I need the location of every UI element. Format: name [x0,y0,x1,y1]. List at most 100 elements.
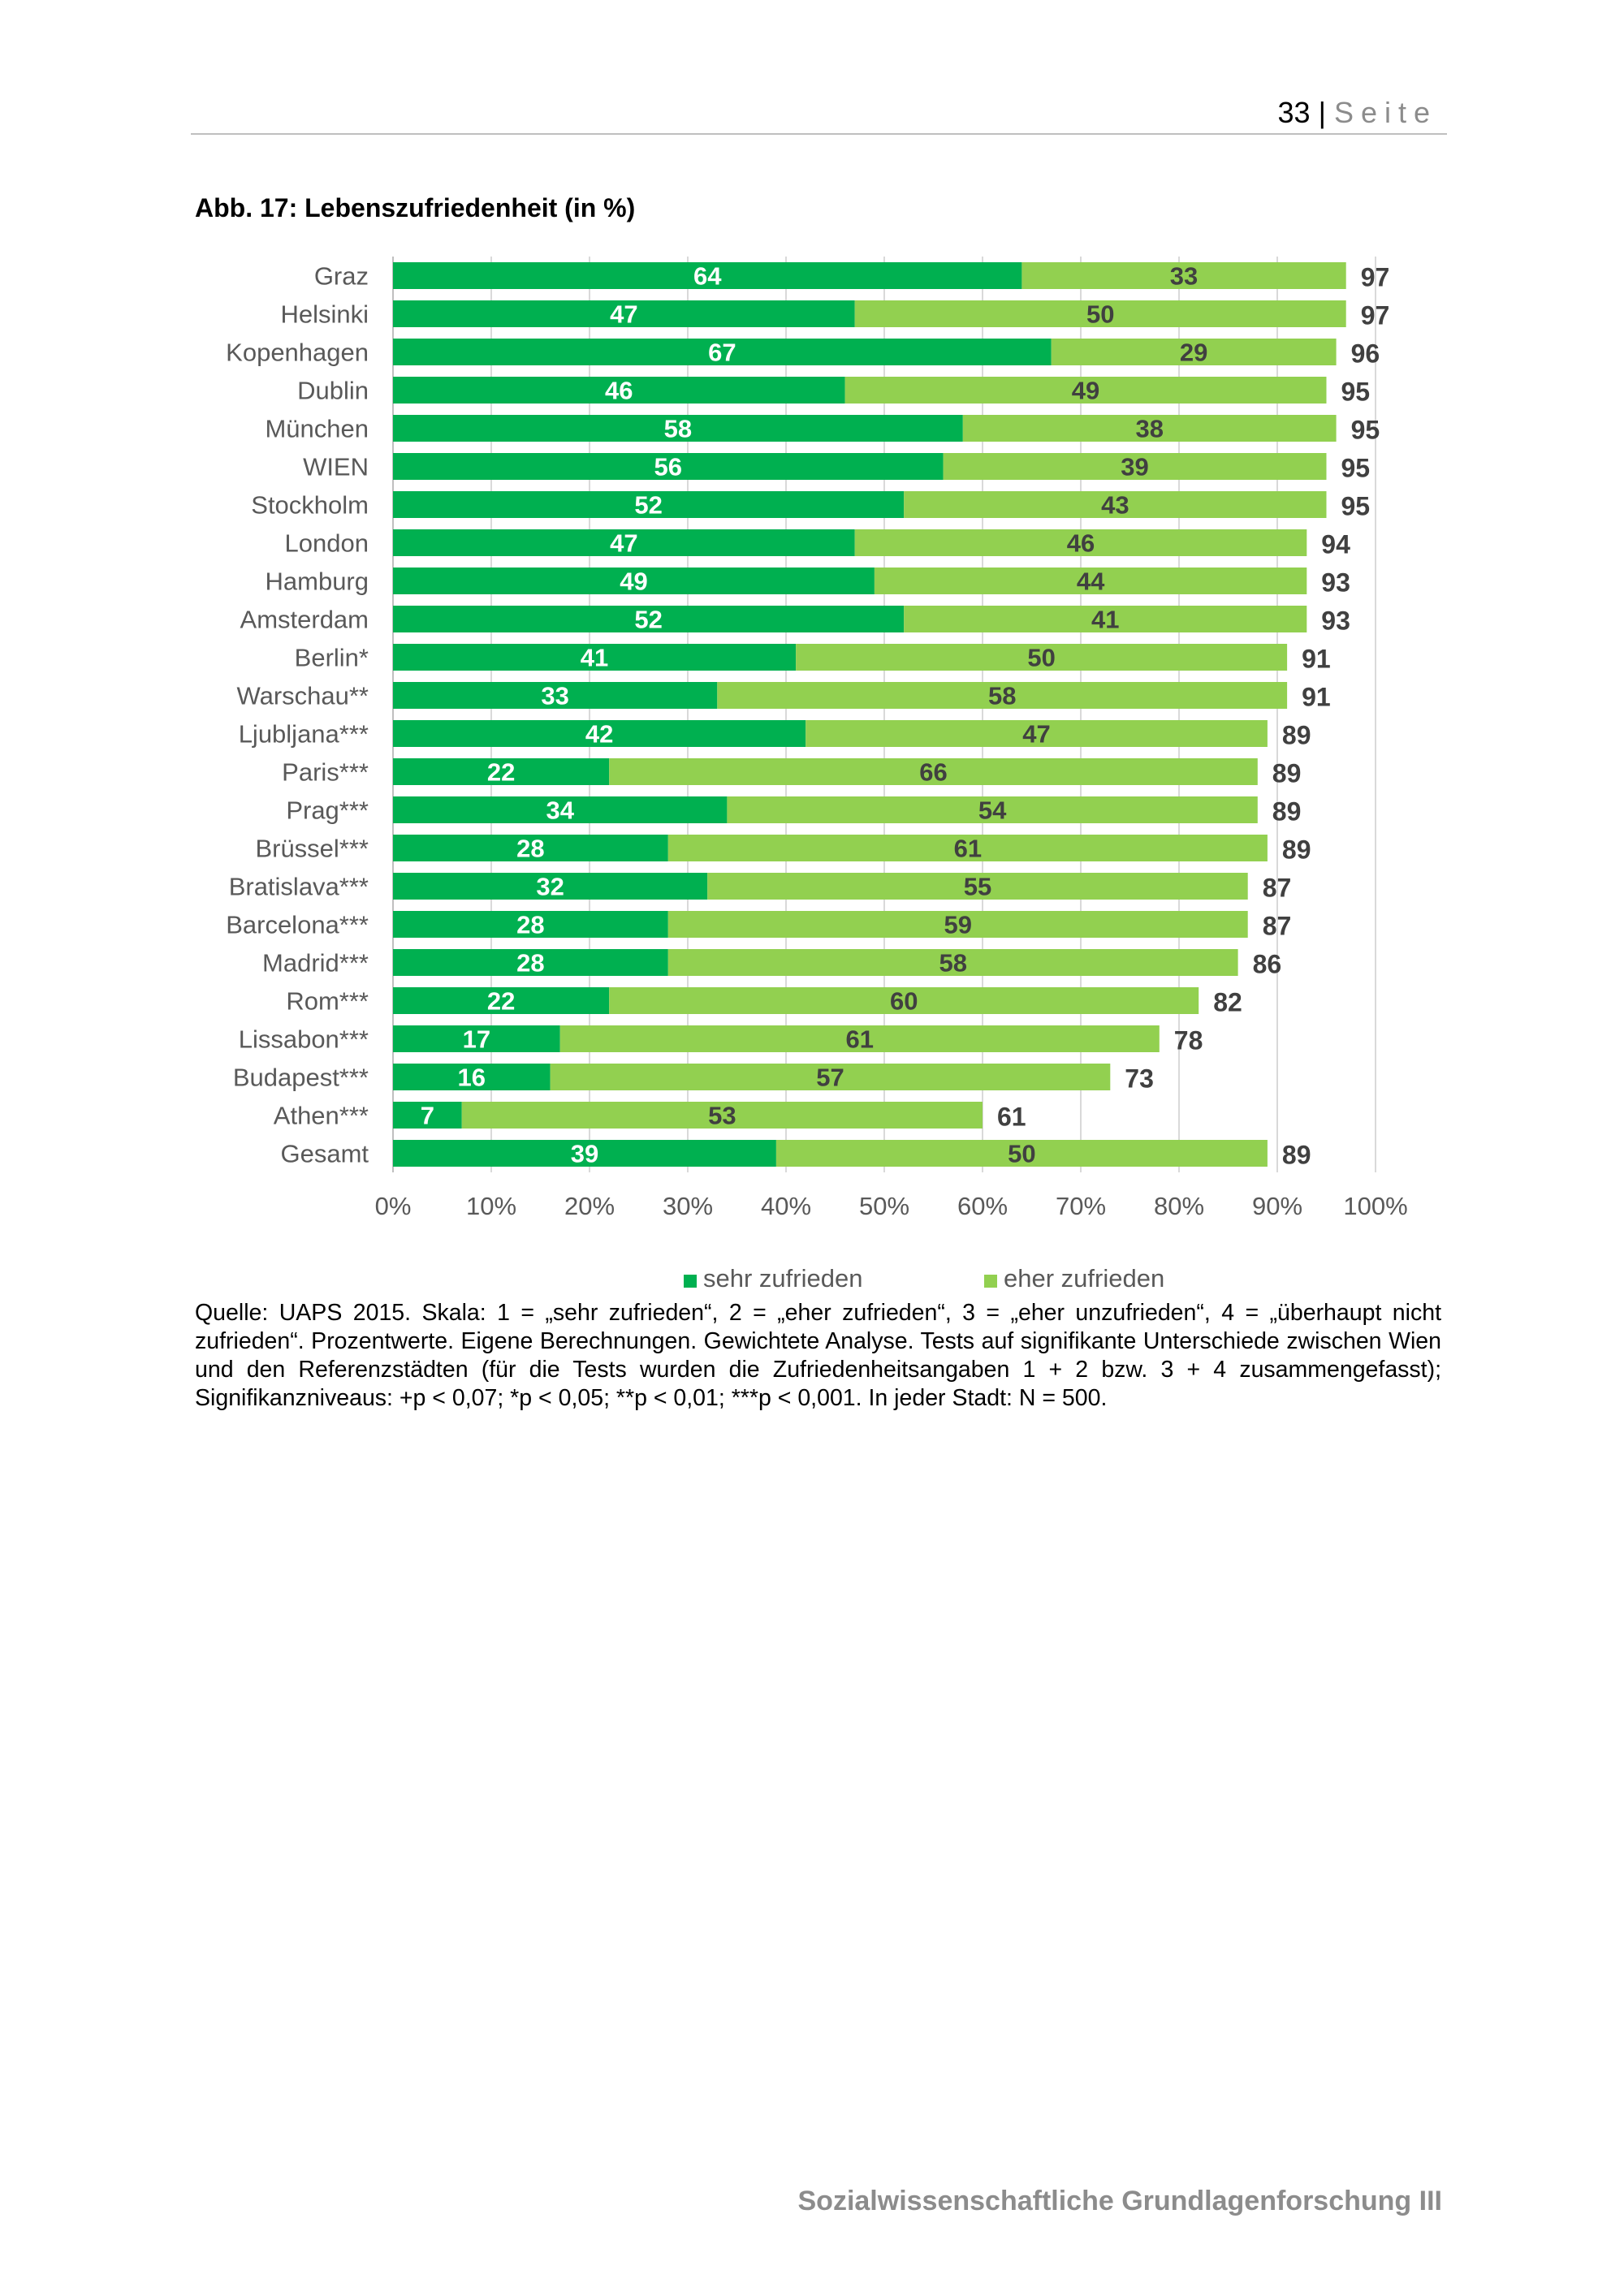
category-label: München [265,415,369,443]
category-label: Helsinki [280,300,369,329]
data-label-total: 89 [1282,835,1311,865]
page-word: Seite [1333,96,1437,129]
category-label: Warschau** [236,682,369,710]
page-separator: | [1318,96,1326,129]
data-label-eher: 58 [988,682,1016,710]
bar-sehr-zufrieden [393,1025,560,1052]
data-label-sehr: 28 [516,835,544,863]
data-label-total: 93 [1321,606,1350,636]
page-footer: Sozialwissenschaftliche Grundlagenforsch… [797,2186,1443,2216]
data-label-total: 86 [1253,950,1282,979]
data-label-eher: 58 [939,949,966,978]
bar-sehr-zufrieden [393,720,806,747]
data-label-eher: 41 [1091,606,1119,634]
x-tick-label: 100% [1343,1192,1407,1220]
category-label: Budapest*** [233,1064,369,1092]
data-label-eher: 66 [919,758,947,787]
category-label: Lissabon*** [239,1025,369,1054]
data-label-total: 96 [1351,339,1380,369]
bar-eher-zufrieden [806,720,1268,747]
category-label: Stockholm [251,491,369,520]
category-label: Barcelona*** [226,911,369,939]
x-tick-label: 20% [564,1192,615,1220]
data-label-eher: 54 [978,796,1007,825]
data-label-total: 97 [1361,301,1390,330]
data-label-eher: 43 [1101,491,1129,520]
bar-sehr-zufrieden [393,1102,462,1129]
data-label-sehr: 47 [610,529,637,558]
data-label-total: 95 [1341,454,1371,483]
bar-eher-zufrieden [550,1064,1111,1090]
category-label: Rom*** [286,987,369,1016]
bar-sehr-zufrieden [393,300,855,327]
bar-eher-zufrieden [874,568,1307,594]
bar-eher-zufrieden [667,835,1268,861]
x-tick-label: 10% [466,1192,516,1220]
bar-eher-zufrieden [727,796,1258,823]
data-label-eher: 44 [1077,568,1105,596]
bar-sehr-zufrieden [393,644,797,671]
bar-eher-zufrieden [1021,262,1346,289]
data-label-total: 78 [1174,1026,1203,1055]
bar-eher-zufrieden [667,949,1238,976]
page-number-block: 33 | Seite [1278,96,1437,130]
bar-eher-zufrieden [962,415,1337,442]
data-label-total: 93 [1321,568,1350,598]
bar-sehr-zufrieden [393,339,1052,365]
data-label-sehr: 22 [487,987,515,1016]
bar-sehr-zufrieden [393,1064,551,1090]
data-label-sehr: 39 [571,1140,598,1168]
category-label: Madrid*** [262,949,369,978]
bar-eher-zufrieden [1051,339,1337,365]
x-tick-label: 90% [1252,1192,1302,1220]
data-label-sehr: 42 [585,720,613,749]
data-label-total: 95 [1341,378,1371,407]
source-note: Quelle: UAPS 2015. Skala: 1 = „sehr zufr… [195,1300,1441,1411]
data-label-total: 61 [997,1103,1026,1132]
bar-sehr-zufrieden [393,415,963,442]
bar-sehr-zufrieden [393,796,728,823]
data-label-sehr: 46 [605,377,633,405]
data-label-total: 95 [1341,492,1371,521]
data-label-sehr: 22 [487,758,515,787]
data-label-sehr: 34 [546,796,574,825]
category-label: Brüssel*** [255,835,369,863]
data-label-total: 82 [1213,988,1242,1017]
stacked-bar-chart: 0% 10% 20% 30% 40% 50% 60% 70% 80% 90% 100% Graz 64 3… [226,257,1408,1293]
category-label: Ljubljana*** [239,720,369,749]
data-label-eher: 60 [890,987,918,1016]
data-label-eher: 47 [1022,720,1050,749]
data-label-total: 91 [1302,683,1331,712]
bar-eher-zufrieden [844,377,1327,404]
data-label-eher: 49 [1072,377,1099,405]
data-label-total: 89 [1272,797,1302,826]
data-label-eher: 50 [1008,1140,1035,1168]
x-tick-label: 30% [663,1192,713,1220]
bar-sehr-zufrieden [393,529,855,556]
data-label-eher: 46 [1067,529,1095,558]
bar-sehr-zufrieden [393,949,668,976]
bar-sehr-zufrieden [393,1140,776,1167]
category-label: Kopenhagen [226,339,369,367]
legend-label-sehr: sehr zufrieden [703,1264,862,1293]
category-label: London [285,529,369,558]
data-label-sehr: 58 [664,415,692,443]
category-label: WIEN [303,453,369,481]
data-label-eher: 50 [1027,644,1055,672]
data-label-sehr: 67 [708,339,736,367]
bar-sehr-zufrieden [393,873,708,900]
data-label-sehr: 28 [516,949,544,978]
x-tick-label: 50% [859,1192,909,1220]
x-tick-label: 80% [1154,1192,1204,1220]
legend-swatch-eher [984,1275,997,1288]
category-label: Gesamt [280,1140,369,1168]
bar-sehr-zufrieden [393,568,875,594]
bar-sehr-zufrieden [393,453,944,480]
category-label: Prag*** [286,796,369,825]
bar-eher-zufrieden [717,682,1288,709]
data-label-eher: 33 [1170,262,1198,291]
bar-sehr-zufrieden [393,606,905,632]
bar-eher-zufrieden [775,1140,1268,1167]
bar-sehr-zufrieden [393,835,668,861]
x-tick-label: 70% [1056,1192,1106,1220]
